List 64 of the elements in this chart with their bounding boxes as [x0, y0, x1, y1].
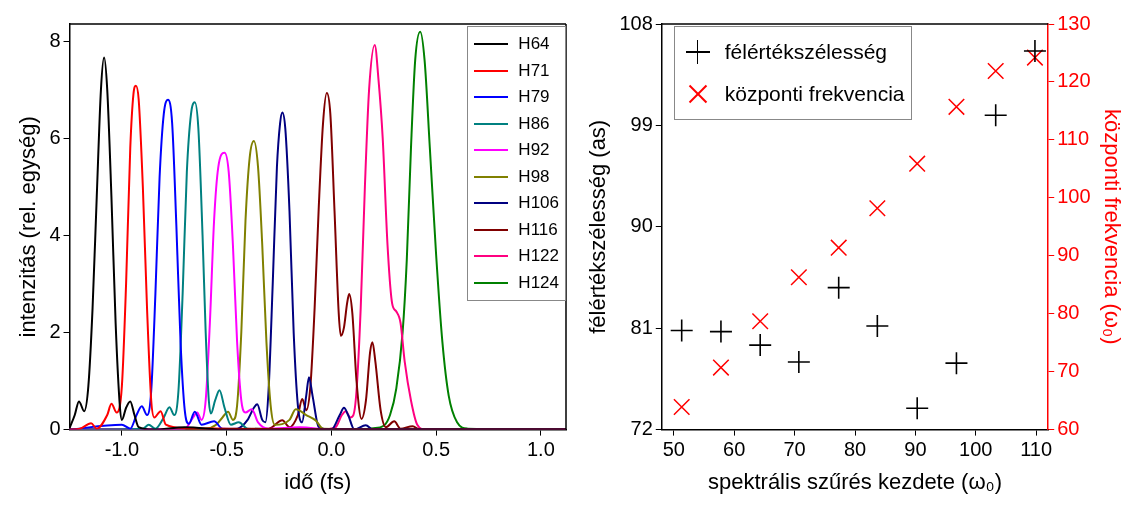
- point: [908, 155, 926, 173]
- point: [987, 62, 1005, 80]
- point: [984, 104, 1007, 127]
- legend-label: H116: [518, 218, 558, 241]
- point: [673, 398, 691, 416]
- legend-label: H86: [518, 112, 550, 135]
- x-tick-label: 110: [1020, 438, 1053, 461]
- x-tick-label: 100: [959, 438, 993, 461]
- point: [830, 239, 848, 257]
- legend-label: H64: [518, 33, 550, 55]
- x-tick-label: 1.0: [526, 438, 555, 461]
- y2-tick-label: 90: [1057, 243, 1080, 266]
- x-tick-label: 80: [843, 438, 867, 461]
- y-axis-title: intenzitás (rel. egység): [15, 116, 41, 338]
- y-tick-label: 99: [630, 112, 653, 135]
- point: [787, 351, 810, 373]
- legend-label: H79: [518, 86, 550, 108]
- y-tick-label: 108: [619, 11, 653, 34]
- point: [749, 334, 772, 357]
- legend-label: központi frekvencia: [724, 81, 905, 107]
- y-tick-label: 90: [630, 214, 653, 237]
- x-tick-label: 0.0: [317, 438, 346, 461]
- point: [790, 268, 808, 286]
- y-tick-label: 81: [630, 315, 653, 338]
- y-tick-label: 6: [49, 125, 61, 148]
- x-tick-label: 0.5: [422, 438, 451, 461]
- x-tick-label: 90: [904, 438, 927, 461]
- y2-tick-label: 70: [1057, 359, 1080, 382]
- x-tick-label: -1.0: [104, 438, 140, 461]
- x-tick-label: 60: [723, 438, 746, 461]
- point: [866, 314, 889, 337]
- y2-tick-label: 120: [1057, 69, 1091, 92]
- y2-tick-label: 100: [1057, 185, 1091, 208]
- y2-tick-label: 110: [1057, 127, 1090, 150]
- y-tick-label: 2: [49, 319, 61, 342]
- y2-tick-label: 60: [1057, 417, 1080, 440]
- point: [1023, 40, 1046, 63]
- y2-tick-label: 80: [1057, 301, 1080, 324]
- legend-label: H106: [518, 192, 559, 214]
- point: [751, 312, 769, 330]
- y2-tick-label: 130: [1057, 11, 1091, 34]
- point: [947, 98, 965, 116]
- y-tick-label: 8: [49, 28, 61, 51]
- legend-label: félértékszélesség: [724, 39, 888, 65]
- legend-label: H124: [518, 271, 559, 294]
- y-tick-label: 0: [49, 417, 61, 440]
- y2-axis-title: központi frekvencia (ω₀): [1099, 109, 1125, 345]
- x-axis-title: idő (fs): [284, 468, 352, 494]
- point: [868, 199, 886, 217]
- point: [906, 397, 929, 420]
- x-tick-label: 70: [783, 438, 806, 461]
- y-tick-label: 4: [49, 222, 61, 245]
- legend-label: H98: [518, 165, 550, 188]
- point: [712, 359, 730, 377]
- point: [945, 352, 968, 375]
- x-tick-label: -0.5: [209, 438, 244, 461]
- x-tick-label: 50: [662, 438, 685, 461]
- y-axis-title: félértékszélesség (as): [585, 119, 611, 334]
- x-axis-title: spektrális szűrés kezdete (ω₀): [707, 468, 1003, 494]
- legend-label: H122: [518, 245, 559, 267]
- legend-label: H92: [518, 139, 550, 161]
- point: [709, 320, 732, 343]
- legend-label: H71: [518, 59, 550, 82]
- y-tick-label: 72: [630, 417, 653, 440]
